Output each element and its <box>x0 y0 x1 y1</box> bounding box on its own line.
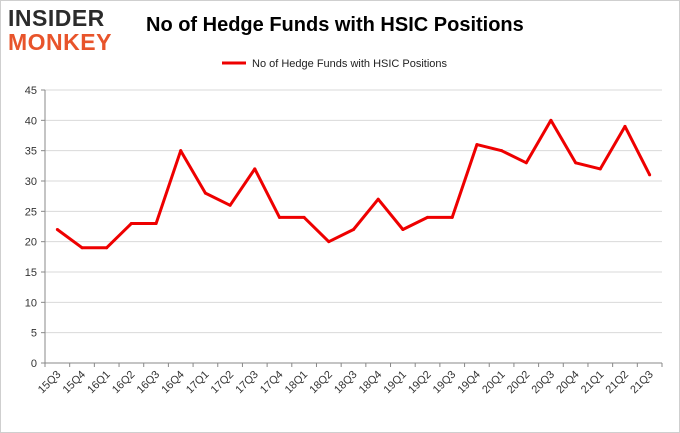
chart-title: No of Hedge Funds with HSIC Positions <box>146 14 524 36</box>
x-tick-label: 20Q2 <box>505 369 533 397</box>
data-point <box>648 173 652 177</box>
y-tick-label: 25 <box>25 206 37 218</box>
x-tick-label: 16Q3 <box>135 369 163 397</box>
gridlines <box>45 89 662 364</box>
y-tick-label: 20 <box>25 237 37 249</box>
data-point <box>500 149 504 153</box>
data-point <box>623 124 627 128</box>
x-tick-label: 18Q3 <box>332 369 360 397</box>
data-point <box>426 215 430 219</box>
data-point <box>352 228 355 232</box>
data-point <box>129 221 133 225</box>
logo-line-1: INSIDER <box>8 5 105 31</box>
x-tick-label: 16Q4 <box>159 369 187 397</box>
data-point <box>253 167 257 171</box>
data-point <box>203 191 207 195</box>
series-layer <box>55 118 652 250</box>
y-tick-label: 30 <box>25 176 37 188</box>
data-point <box>55 228 59 232</box>
x-tick-label: 19Q2 <box>406 369 434 397</box>
data-point <box>401 228 405 232</box>
x-tick-label: 17Q1 <box>184 369 212 397</box>
y-tick-label: 45 <box>25 85 37 97</box>
y-tick-label: 40 <box>25 115 37 127</box>
data-point <box>475 143 479 147</box>
x-axis-ticks: 15Q315Q416Q116Q216Q316Q417Q117Q217Q317Q4… <box>36 362 663 397</box>
data-point <box>154 221 158 225</box>
data-point <box>302 215 306 219</box>
data-point <box>327 240 331 244</box>
x-tick-label: 20Q1 <box>480 369 508 397</box>
data-point <box>80 246 84 250</box>
x-tick-label: 19Q3 <box>431 369 459 397</box>
x-tick-label: 18Q1 <box>283 369 311 397</box>
insider-monkey-logo: INSIDER MONKEY <box>8 6 130 56</box>
x-tick-label: 21Q2 <box>604 369 632 397</box>
x-tick-label: 15Q3 <box>36 369 64 397</box>
x-tick-label: 21Q3 <box>628 369 656 397</box>
x-tick-label: 15Q4 <box>61 369 89 397</box>
x-tick-label: 20Q3 <box>530 369 558 397</box>
x-tick-label: 18Q4 <box>357 369 385 397</box>
y-tick-label: 5 <box>31 328 37 340</box>
y-tick-label: 0 <box>31 358 37 370</box>
y-tick-label: 35 <box>25 146 37 158</box>
data-point <box>228 203 232 207</box>
y-tick-label: 15 <box>25 267 37 279</box>
x-tick-label: 19Q4 <box>455 369 483 397</box>
data-point <box>598 167 602 171</box>
legend: No of Hedge Funds with HSIC Positions <box>222 58 448 70</box>
data-point <box>179 149 183 153</box>
data-point <box>524 161 528 165</box>
x-tick-label: 21Q1 <box>579 369 607 397</box>
data-point <box>450 215 454 219</box>
data-point <box>574 161 578 165</box>
logo-line-2: MONKEY <box>8 29 112 55</box>
data-point <box>376 197 380 201</box>
x-tick-label: 16Q2 <box>110 369 138 397</box>
x-tick-label: 19Q1 <box>381 369 409 397</box>
x-tick-label: 20Q4 <box>554 369 582 397</box>
y-tick-label: 10 <box>25 297 37 309</box>
x-tick-label: 18Q2 <box>307 369 335 397</box>
x-tick-label: 16Q1 <box>85 369 113 397</box>
x-tick-label: 17Q2 <box>209 369 237 397</box>
legend-label: No of Hedge Funds with HSIC Positions <box>252 58 448 70</box>
data-point <box>549 118 553 122</box>
x-tick-label: 17Q3 <box>233 369 261 397</box>
y-axis-ticks: 0 5 10 15 20 25 30 35 40 45 <box>25 85 46 370</box>
x-tick-label: 17Q4 <box>258 369 286 397</box>
data-point <box>105 246 109 250</box>
data-point <box>277 215 281 219</box>
